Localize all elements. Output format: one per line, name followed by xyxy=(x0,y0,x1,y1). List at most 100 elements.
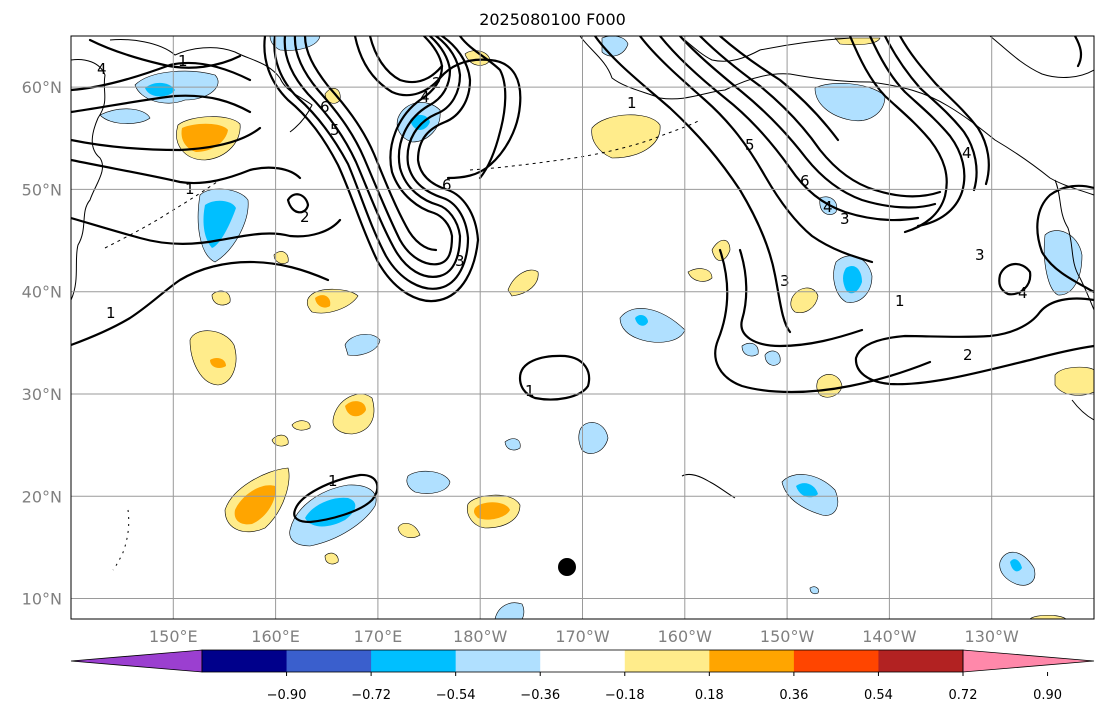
contour-label: 4 xyxy=(962,144,972,162)
contour-line xyxy=(293,473,379,524)
contour-label: 6 xyxy=(800,172,810,190)
contour-label: 2 xyxy=(963,346,973,364)
map-title: 2025080100 F000 xyxy=(479,10,626,29)
shade-positive-region xyxy=(271,434,289,447)
longitude-label: 130°W xyxy=(965,627,1020,646)
contour-label: 6 xyxy=(442,176,452,194)
colorbar-tick-label: 0.36 xyxy=(779,688,808,703)
shade-positive-region xyxy=(273,251,289,264)
shade-positive-region xyxy=(1054,366,1094,396)
colorbar-tick-label: 0.18 xyxy=(695,688,724,703)
contour-line xyxy=(854,297,1094,386)
latitude-label: 50°N xyxy=(22,180,62,199)
shade-negative-region xyxy=(619,308,686,343)
coastline-alaska xyxy=(579,36,1094,196)
colorbar-segment xyxy=(878,650,964,672)
shade-positive-region xyxy=(397,522,421,538)
contour-line xyxy=(638,36,874,264)
colorbar-tick-label: −0.18 xyxy=(605,688,645,703)
latitude-label: 40°N xyxy=(22,283,62,302)
contour-line xyxy=(353,36,522,180)
contour-label: 1 xyxy=(106,304,116,322)
contour-line xyxy=(303,36,438,252)
colorbar-tick-label: −0.36 xyxy=(520,688,560,703)
contour-label: 3 xyxy=(975,246,985,264)
contour-label: 3 xyxy=(455,252,465,270)
colorbar-segment xyxy=(455,650,541,672)
contour-line xyxy=(883,36,978,192)
contour-line xyxy=(658,36,920,222)
map-frame xyxy=(70,35,1095,620)
longitude-label: 160°E xyxy=(251,627,300,646)
contour-label: 1 xyxy=(178,52,188,70)
contour-line xyxy=(71,260,330,347)
shade-positive-region xyxy=(306,288,359,314)
shade-positive-region xyxy=(291,420,311,431)
shade-negative-core xyxy=(635,315,648,326)
contour-label: 2 xyxy=(432,74,442,92)
shade-positive-region xyxy=(816,374,843,398)
shade-negative-region xyxy=(344,333,381,356)
colorbar-segment xyxy=(793,650,879,672)
contour-label: 6 xyxy=(320,98,330,116)
shade-negative-core xyxy=(203,200,236,248)
contour-label: 3 xyxy=(840,210,850,228)
shade-negative-region xyxy=(764,350,781,366)
shade-positive-region xyxy=(1029,614,1067,619)
contour-line xyxy=(868,36,966,228)
shade-positive-core xyxy=(474,502,510,520)
latitude-labels: 60°N 50°N 40°N 30°N 20°N 10°N xyxy=(22,78,62,608)
contour-label: 1 xyxy=(627,94,637,112)
coastline-alaska-north xyxy=(679,36,851,62)
contour-line xyxy=(998,263,1032,296)
colorbar-tick-label: 0.54 xyxy=(864,688,893,703)
colorbar-extend-min xyxy=(70,649,203,673)
contour-label: 4 xyxy=(420,88,430,106)
contour-line xyxy=(71,61,252,92)
contour-line xyxy=(698,36,942,198)
contour-line xyxy=(71,158,302,185)
contour-line xyxy=(283,36,462,278)
contour-line xyxy=(738,248,864,348)
coastline-marianas xyxy=(112,509,130,571)
colorbar-tick-label: −0.72 xyxy=(351,688,391,703)
coastline-kamchatka xyxy=(71,59,106,301)
coastline-hawaii xyxy=(681,473,736,499)
colorbar-tick-label: 0.72 xyxy=(949,688,978,703)
longitude-label: 160°W xyxy=(658,627,713,646)
contour-label: 4 xyxy=(823,198,833,216)
contour-line xyxy=(678,36,937,209)
colorbar-segment xyxy=(709,650,795,672)
shade-positive-region xyxy=(591,114,661,159)
shade-positive-region xyxy=(790,287,819,313)
coastline-kuril xyxy=(104,179,221,249)
shade-negative-core xyxy=(305,497,356,527)
shade-positive-region xyxy=(834,37,881,46)
longitude-label: 180°W xyxy=(453,627,508,646)
shade-positive-core xyxy=(345,401,366,417)
contour-line xyxy=(263,36,480,303)
shade-positive-region xyxy=(189,330,237,386)
contour-label: 4 xyxy=(1018,284,1028,302)
shade-negative-region xyxy=(814,83,886,122)
contour-label: 3 xyxy=(780,272,790,290)
shade-negative-region xyxy=(809,586,819,595)
colorbar: −0.90 −0.72 −0.54 −0.36 −0.18 0.18 0.36 0.54 0.7… xyxy=(70,649,1095,703)
contour-label: 2 xyxy=(300,208,310,226)
colorbar-tick-label: −0.90 xyxy=(267,688,307,703)
shading-layer xyxy=(99,36,1094,619)
colorbar-segment xyxy=(202,650,288,672)
shade-negative-region xyxy=(601,36,629,57)
shade-negative-region xyxy=(99,108,151,124)
colorbar-tick-label: −0.54 xyxy=(436,688,476,703)
contour-line xyxy=(71,216,342,245)
longitude-label: 140°W xyxy=(862,627,917,646)
contour-label: 1 xyxy=(525,382,535,400)
colorbar-extend-max xyxy=(962,649,1095,673)
shade-positive-core xyxy=(210,358,226,368)
contour-line xyxy=(71,94,252,114)
shade-negative-region xyxy=(406,470,451,494)
contour-label: 5 xyxy=(745,136,755,154)
contour-line xyxy=(593,36,792,334)
